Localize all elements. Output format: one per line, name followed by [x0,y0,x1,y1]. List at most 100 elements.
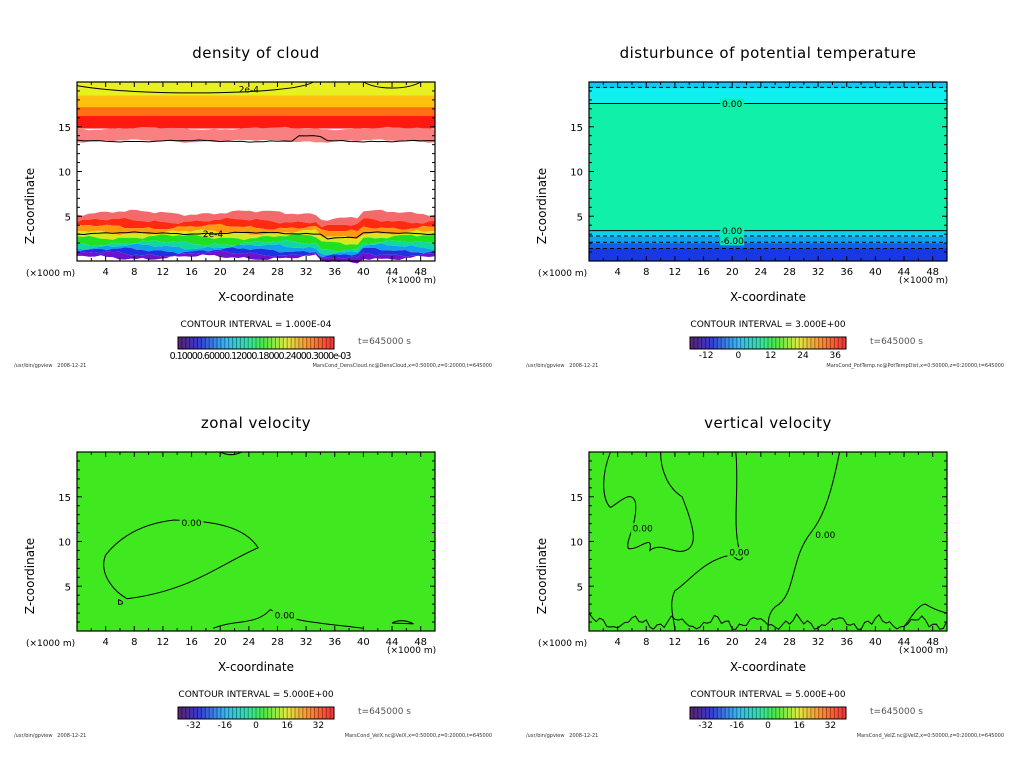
colorbar-segment [330,337,335,349]
contour-label-bg [720,225,745,236]
colorbar-segment [771,707,777,719]
color-band [77,250,435,264]
colorbar-segment [310,707,315,719]
colorbar-tick-label: -12 [698,351,714,361]
colorbar-segment [705,337,710,349]
footer-program-date: /usr/bin/gpview 2008-12-21 [526,363,598,369]
contour-label-bg [179,517,204,528]
x-tick-label: 28 [783,267,796,278]
x-tick-label: 36 [840,637,853,648]
contour-line [212,608,364,629]
colorbar-segment [795,707,800,719]
y-tick-label: 15 [58,123,71,134]
colorbar-tick-label: 16 [793,721,805,731]
x-axis-label: X-coordinate [730,660,806,674]
colorbar-segment [240,337,245,349]
x-tick-label: 40 [357,267,370,278]
colorbar-segment [326,337,331,349]
colorbar-segment [807,337,812,349]
contour-label: 0.00 [633,525,653,535]
colorbar-segment [267,337,272,349]
colorbar-tick-label: 0 [765,721,771,731]
footer-source: MarsCond_VelX.nc@VelX,x=0:50000,z=0:2000… [344,733,492,739]
y-tick-label: 5 [65,212,71,223]
colorbar-segment [298,707,304,719]
colorbar-segment [834,337,839,349]
colorbar-segment [764,337,769,349]
plot-background [589,452,947,631]
colorbar-segment [291,707,296,719]
colorbar-tick-label: 32 [824,721,837,731]
x-tick-label: 36 [328,637,341,648]
contour-label: -6.00 [721,237,745,247]
contour-line [588,612,948,630]
colorbar-segment [306,707,311,719]
colorbar-segment [228,707,233,719]
colorbar-segment [217,337,222,349]
colorbar-segment [705,707,710,719]
x-tick-label: 24 [754,267,767,278]
contour-label-bg [720,98,745,109]
contour-label: 0.00 [729,549,749,559]
colorbar-segment [760,337,765,349]
y-tick-label: 10 [58,168,71,179]
colorbar-segment [256,337,261,349]
x-tick-label: 8 [131,637,137,648]
x-tick-label: 16 [185,267,198,278]
color-band [589,236,947,244]
contour-interval: CONTOUR INTERVAL = 1.000E-04 [180,320,332,330]
colorbar-segment [263,337,268,349]
colorbar-segment [189,707,194,719]
colorbar-segment [228,337,233,349]
footer-program: /usr/bin/gpview [526,363,565,369]
colorbar-segment [752,707,757,719]
colorbar-segment [291,337,296,349]
y-tick-label: 10 [570,168,583,179]
colorbar-segment [736,337,741,349]
colorbar-segment [693,707,699,719]
colorbar-segment [787,707,792,719]
colorbar-segment [713,707,718,719]
colorbar-segment [799,337,804,349]
color-band [77,243,435,258]
colorbar-segment [178,337,183,349]
colorbar-segment [217,707,222,719]
x-tick-label: 32 [300,267,313,278]
colorbar-tick-label: -16 [217,721,233,731]
x-tick-label: 16 [697,637,710,648]
x-axis-unit: (×1000 m) [899,276,949,286]
contour-interval: CONTOUR INTERVAL = 5.000E+00 [690,690,846,700]
footer-program: /usr/bin/gpview [14,733,53,739]
contour-label: 0.00 [722,227,742,237]
colorbar-segment [783,707,788,719]
contour-line [118,598,124,605]
contour-label: 0.00 [815,531,835,541]
colorbar-segment [302,707,307,719]
x-tick-label: 44 [386,267,399,278]
x-tick-label: 40 [869,637,882,648]
colorbar-segment [693,337,699,349]
colorbar-segment [287,707,292,719]
color-band [77,209,435,228]
x-tick-label: 32 [812,267,825,278]
colorbar-tick-label: -32 [186,721,201,731]
colorbar-segment [201,337,206,349]
colorbar-segment [744,707,749,719]
colorbar-segment [756,337,761,349]
color-band [77,223,435,239]
colorbar-segment [295,707,300,719]
contour-line [219,451,242,456]
footer-program: /usr/bin/gpview [526,733,565,739]
colorbar-segment [690,337,695,349]
x-tick-label: 24 [242,267,255,278]
colorbar-segment [775,707,780,719]
colorbar-segment [748,337,753,349]
contour-label: 0.00 [275,611,295,621]
footer-source: MarsCond_VelZ.nc@VelZ,x=0:50000,z=0:2000… [856,733,1004,739]
chart-title: vertical velocity [704,414,832,432]
colorbar-segment [721,707,726,719]
contour-line [903,603,948,627]
contour-label: 0.00 [722,100,742,110]
colorbar-segment [236,707,241,719]
colorbar-segment [283,337,288,349]
